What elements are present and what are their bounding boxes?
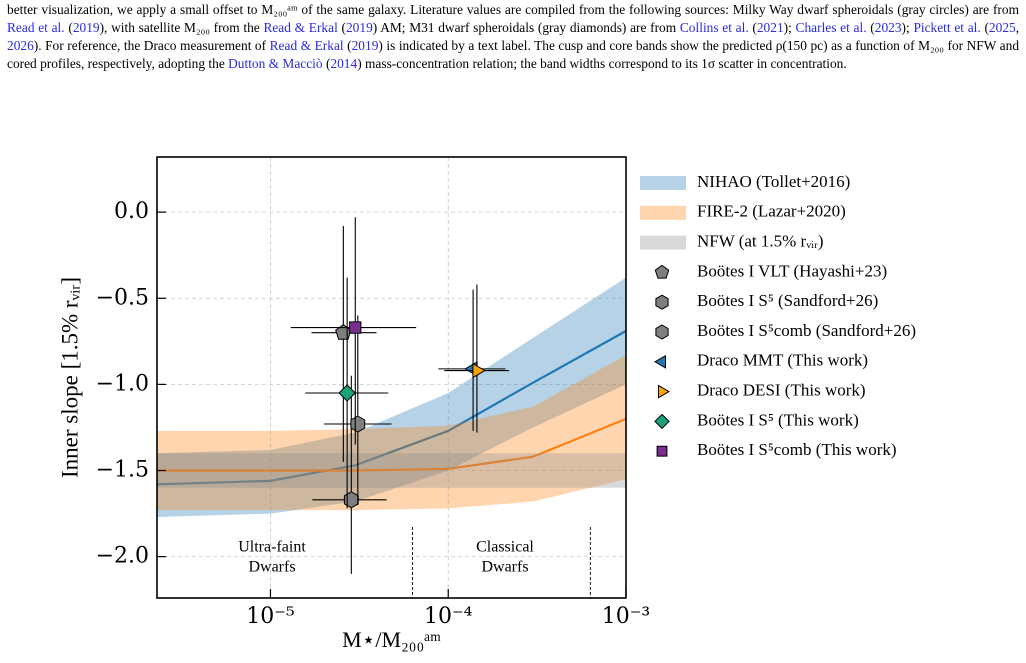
- legend-label: Boötes I S⁵comb (Sandford+26): [697, 321, 916, 340]
- y-tick-label: 0.0: [114, 199, 149, 224]
- legend-swatch: [640, 176, 686, 190]
- legend-label: Boötes I S⁵ (Sandford+26): [697, 291, 878, 310]
- annotation: Dwarfs: [481, 559, 528, 576]
- marker: [350, 415, 366, 433]
- plot-frame: [156, 156, 627, 599]
- scatter-band: [157, 277, 626, 518]
- marker: [472, 362, 486, 379]
- marker: [656, 445, 668, 457]
- caption-text: ) AM; M31 dwarf spheroidals (gray diamon…: [372, 20, 680, 35]
- scatter-band: [157, 453, 626, 488]
- citation-link: 2025: [988, 20, 1016, 35]
- y-tick-label: −0.5: [96, 285, 149, 310]
- median-line: [157, 417, 626, 472]
- citation-link: 2021: [756, 20, 784, 35]
- marker: [655, 324, 669, 340]
- y-tick-label: −2.0: [96, 544, 149, 569]
- legend-label: NFW (at 1.5% rᵥᵢᵣ): [697, 232, 824, 251]
- marker: [349, 321, 362, 334]
- caption-text: (: [866, 20, 875, 35]
- caption-text: (: [980, 20, 989, 35]
- x-tick-label: 10⁻⁴: [424, 604, 473, 629]
- citation-link: 2019: [72, 20, 100, 35]
- x-tick-label: 10⁻⁵: [246, 604, 294, 629]
- plot-area: [157, 157, 626, 598]
- citation-link: 2019: [351, 38, 379, 53]
- citation-link: Read & Erkal: [263, 20, 338, 35]
- legend-label: NIHAO (Tollet+2016): [697, 172, 850, 191]
- y-axis-label: Inner slope [1.5% rᵥᵢᵣ]: [57, 277, 82, 478]
- caption-text: );: [783, 20, 796, 35]
- marker: [654, 264, 670, 279]
- citation-link: 2014: [330, 56, 358, 71]
- x-tick-label: 10⁻³: [602, 604, 650, 629]
- y-tick-label: −1.5: [96, 458, 149, 483]
- caption-text: (: [322, 56, 331, 71]
- marker: [654, 354, 666, 369]
- legend-label: Draco MMT (This work): [697, 351, 868, 370]
- y-tick-label: −1.0: [96, 371, 149, 396]
- marker: [654, 413, 670, 430]
- caption-text: ,: [1015, 20, 1020, 35]
- marker: [343, 491, 359, 509]
- median-line: [157, 330, 626, 486]
- caption-text: better visualization, we apply a small o…: [7, 2, 1019, 17]
- marker: [655, 294, 669, 310]
- legend-label: Draco DESI (This work): [697, 381, 866, 400]
- legend-label: Boötes I S⁵ (This work): [697, 410, 859, 429]
- citation-link: 2023: [874, 20, 902, 35]
- caption-text: (: [64, 20, 73, 35]
- citation-link: Collins et al.: [679, 20, 749, 35]
- citation-link: Charles et al.: [795, 20, 867, 35]
- marker: [335, 324, 352, 340]
- caption-text: ) is indicated by a text label. The cusp…: [7, 38, 1020, 71]
- legend-swatch: [640, 235, 686, 250]
- citation-link: 2026: [7, 38, 34, 53]
- marker: [658, 384, 670, 399]
- legend-label: FIRE-2 (Lazar+2020): [697, 202, 846, 221]
- annotation: Dwarfs: [248, 559, 295, 576]
- legend-label: Boötes I VLT (Hayashi+23): [697, 261, 887, 280]
- citation-link: Read et al.: [7, 20, 65, 35]
- caption-text: (: [748, 20, 757, 35]
- caption-text: ), with satellite M₂₀₀ from the: [99, 20, 264, 35]
- citation-link: 2019: [345, 20, 373, 35]
- annotation: Ultra-faint: [238, 539, 306, 556]
- caption-text: (: [337, 20, 346, 35]
- caption-text: (: [343, 38, 352, 53]
- figure-caption: better visualization, we apply a small o…: [7, 1, 1019, 73]
- legend-label: Boötes I S⁵comb (This work): [697, 440, 897, 459]
- annotation: Classical: [476, 539, 534, 556]
- caption-text: );: [901, 20, 914, 35]
- caption-text: ). For reference, the Draco measurement …: [33, 38, 270, 53]
- legend-swatch: [640, 205, 686, 220]
- x-axis-label: M⋆/M₂₀₀ᵃᵐ: [342, 627, 441, 652]
- citation-link: Pickett et al.: [913, 20, 981, 35]
- citation-link: Read & Erkal: [269, 38, 344, 53]
- citation-link: Dutton & Macciò: [228, 56, 323, 71]
- marker: [338, 384, 356, 402]
- caption-text: ) mass-concentration relation; the band …: [357, 56, 847, 71]
